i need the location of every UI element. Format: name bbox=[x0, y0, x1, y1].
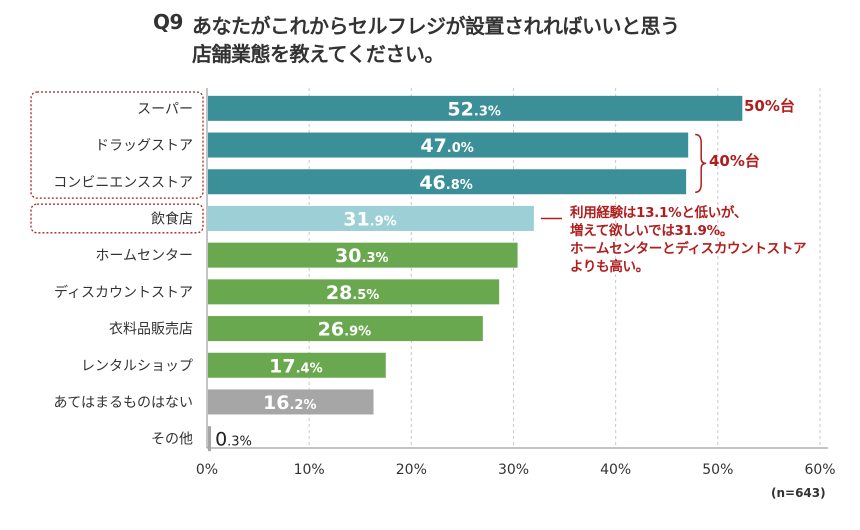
value-label: 47.0% bbox=[420, 135, 473, 157]
category-label: レンタルショップ bbox=[81, 358, 193, 374]
category-label: スーパー bbox=[137, 101, 193, 117]
bar bbox=[208, 205, 534, 231]
x-tick-label: 10% bbox=[294, 462, 325, 478]
value-label: 26.9% bbox=[318, 319, 371, 341]
category-label: ディスカウントストア bbox=[54, 284, 193, 301]
group-label-40: 40%台 bbox=[709, 152, 760, 170]
x-tick-label: 40% bbox=[600, 462, 631, 478]
x-tick-label: 50% bbox=[702, 462, 733, 478]
highlight-box-top3 bbox=[30, 91, 204, 199]
bar bbox=[208, 242, 518, 268]
bar bbox=[208, 169, 687, 195]
note-line: よりも高い。 bbox=[570, 259, 649, 275]
x-tick-label: 20% bbox=[396, 462, 427, 478]
bar bbox=[208, 316, 483, 342]
value-label: 17.4% bbox=[269, 355, 322, 377]
chart-title-line2: 店舗業態を教えてください。 bbox=[192, 42, 444, 66]
question-number: Q9 bbox=[153, 10, 183, 34]
category-label: あてはまるものはない bbox=[54, 395, 193, 411]
x-tick-label: 0% bbox=[196, 462, 218, 478]
category-label: ドラッグストア bbox=[95, 138, 193, 154]
category-label: 衣料品販売店 bbox=[109, 322, 193, 338]
value-label: 31.9% bbox=[343, 208, 396, 230]
value-label: 46.8% bbox=[419, 172, 472, 194]
x-tick-label: 30% bbox=[498, 462, 529, 478]
bar bbox=[208, 389, 374, 415]
highlight-box-restaurant bbox=[30, 203, 204, 234]
bracket-40 bbox=[695, 133, 707, 193]
note-line: 増えて欲しいでは31.9%。 bbox=[570, 223, 734, 239]
bar bbox=[208, 95, 743, 121]
category-label: その他 bbox=[151, 432, 193, 448]
annotation-note: 利用経験は13.1%と低いが、 増えて欲しいでは31.9%。 ホームセンターとデ… bbox=[570, 204, 850, 276]
category-label: ホームセンター bbox=[95, 248, 193, 264]
x-tick-label: 60% bbox=[804, 462, 835, 478]
bar bbox=[208, 426, 212, 452]
note-line: 利用経験は13.1%と低いが、 bbox=[570, 205, 748, 221]
bar bbox=[208, 352, 386, 378]
chart-title-line1: あなたがこれからセルフレジが設置されればいいと思う bbox=[192, 14, 680, 38]
sample-size-label: (n=643) bbox=[771, 486, 826, 500]
group-label-50: 50%台 bbox=[744, 97, 795, 115]
bar bbox=[208, 132, 689, 158]
value-label: 28.5% bbox=[326, 282, 379, 304]
bar bbox=[208, 279, 500, 305]
category-label: コンビニエンスストア bbox=[53, 175, 193, 191]
value-label: 16.2% bbox=[263, 392, 316, 414]
category-label: 飲食店 bbox=[151, 210, 193, 227]
value-label: 52.3% bbox=[447, 98, 500, 120]
note-line: ホームセンターとディスカウントストア bbox=[570, 241, 807, 257]
value-label: 0.3% bbox=[215, 429, 252, 451]
value-label: 30.3% bbox=[335, 245, 388, 267]
